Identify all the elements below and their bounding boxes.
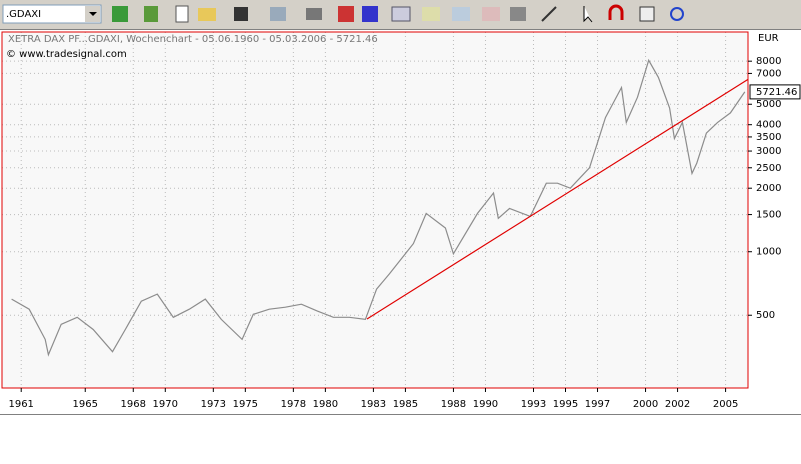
last-value-box xyxy=(749,84,801,100)
icon[interactable] xyxy=(422,7,440,21)
x-tick-label: 1961 xyxy=(8,399,33,410)
x-tick-label: 1997 xyxy=(585,399,610,410)
y-tick-label: 1500 xyxy=(756,210,781,221)
x-tick-label: 1993 xyxy=(521,399,546,410)
toolbar-icons xyxy=(112,4,684,23)
icon[interactable] xyxy=(175,5,189,23)
x-tick-label: 2005 xyxy=(713,399,738,410)
x-tick-label: 1983 xyxy=(361,399,386,410)
x-tick-label: 2002 xyxy=(665,399,690,410)
y-tick-label: 3500 xyxy=(756,132,781,143)
x-tick-label: 1973 xyxy=(201,399,226,410)
x-tick-label: 1965 xyxy=(73,399,98,410)
x-tick-label: 1970 xyxy=(153,399,178,410)
y-tick-label: 4000 xyxy=(756,120,781,131)
y-tick-label: 7000 xyxy=(756,68,781,79)
plot xyxy=(11,58,749,357)
y-tick-label: 3000 xyxy=(756,146,781,157)
symbol-box[interactable] xyxy=(2,4,102,24)
icon[interactable] xyxy=(198,8,216,21)
y-tick-label: 5000 xyxy=(756,99,781,110)
icon[interactable] xyxy=(391,6,411,22)
icon[interactable] xyxy=(306,8,322,20)
last-value-label: 5721.46 xyxy=(756,87,797,98)
icon[interactable] xyxy=(639,6,655,22)
x-tick-label: 1988 xyxy=(441,399,466,410)
dropdown-arrow xyxy=(89,12,97,16)
panel-edge xyxy=(0,414,801,415)
x-tick-label: 2000 xyxy=(633,399,658,410)
plot-area xyxy=(2,32,748,388)
x-tick-label: 1990 xyxy=(473,399,498,410)
x-tick-label: 1995 xyxy=(553,399,578,410)
y-tick-label: 1000 xyxy=(756,247,781,258)
price-line xyxy=(11,58,746,357)
y-tick-label: 2500 xyxy=(756,163,781,174)
chart-title: XETRA DAX PF...GDAXI, Wochenchart - 05.0… xyxy=(8,34,378,45)
icon[interactable] xyxy=(112,6,128,22)
icon[interactable] xyxy=(608,4,624,20)
y-tick-label: 2000 xyxy=(756,183,781,194)
y-tick-label: 500 xyxy=(756,310,775,321)
icon[interactable] xyxy=(583,6,593,23)
currency: EUR xyxy=(758,33,779,44)
x-tick-label: 1975 xyxy=(233,399,258,410)
trend-line xyxy=(366,78,749,320)
symbol-text: .GDAXI xyxy=(6,9,41,20)
x-tick-label: 1968 xyxy=(121,399,146,410)
icon[interactable] xyxy=(670,7,684,21)
toolbar-edge xyxy=(0,29,801,30)
icon[interactable] xyxy=(362,6,378,22)
grid xyxy=(2,32,748,388)
icon[interactable] xyxy=(510,7,526,21)
icon[interactable] xyxy=(482,7,500,21)
y-tick-label: 8000 xyxy=(756,56,781,67)
copyright: © www.tradesignal.com xyxy=(6,49,127,60)
icon[interactable] xyxy=(234,7,248,21)
icon[interactable] xyxy=(270,7,286,21)
x-tick-label: 1980 xyxy=(313,399,338,410)
icon[interactable] xyxy=(452,7,470,21)
x-tick-label: 1978 xyxy=(281,399,306,410)
icon[interactable] xyxy=(144,6,158,22)
icon[interactable] xyxy=(338,6,354,22)
plot-frame xyxy=(1,31,749,389)
icon[interactable] xyxy=(541,6,557,22)
x-tick-label: 1985 xyxy=(393,399,418,410)
